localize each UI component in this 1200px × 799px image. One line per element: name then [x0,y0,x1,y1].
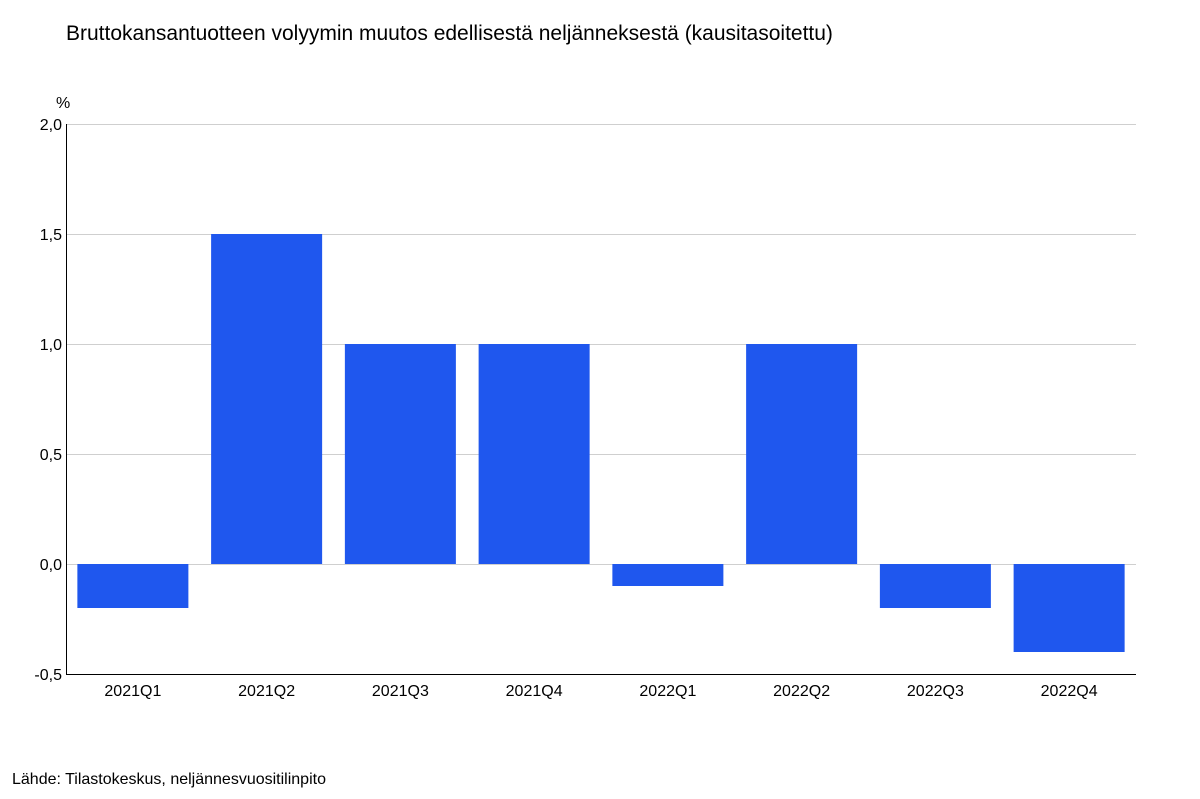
y-tick-label: 2,0 [40,117,62,134]
chart-title: Bruttokansantuotteen volyymin muutos ede… [66,22,833,45]
x-tick-label: 2022Q1 [639,683,696,700]
y-tick-label: 1,5 [40,227,62,244]
y-tick-label: 1,0 [40,337,62,354]
x-tick-label: 2022Q2 [773,683,830,700]
bars [77,234,1125,652]
x-tick-label: 2021Q1 [104,683,161,700]
x-tick-label: 2021Q3 [372,683,429,700]
x-tick-label: 2022Q3 [907,683,964,700]
bar-2021Q4 [478,344,590,564]
source-note: Lähde: Tilastokeskus, neljännesvuositili… [12,771,326,788]
y-tick-label: -0,5 [34,667,62,684]
y-tick-label: 0,5 [40,447,62,464]
x-tick-label: 2022Q4 [1041,683,1098,700]
axis-labels: -0,5 0,0 0,5 1,0 1,5 2,0% 2021Q1 2021Q2 2021Q3 20… [34,95,1097,700]
bar-2022Q2 [746,344,858,564]
x-tick-label: 2021Q2 [238,683,295,700]
bar-2022Q3 [879,564,991,608]
y-axis-unit: % [56,95,70,112]
bar-2022Q1 [612,564,724,586]
axes [66,124,1136,675]
bar-2022Q4 [1013,564,1125,652]
x-tick-label: 2021Q4 [506,683,563,700]
y-tick-label: 0,0 [40,557,62,574]
bar-2021Q2 [211,234,323,564]
bar-2021Q1 [77,564,189,608]
bar-2021Q3 [344,344,456,564]
